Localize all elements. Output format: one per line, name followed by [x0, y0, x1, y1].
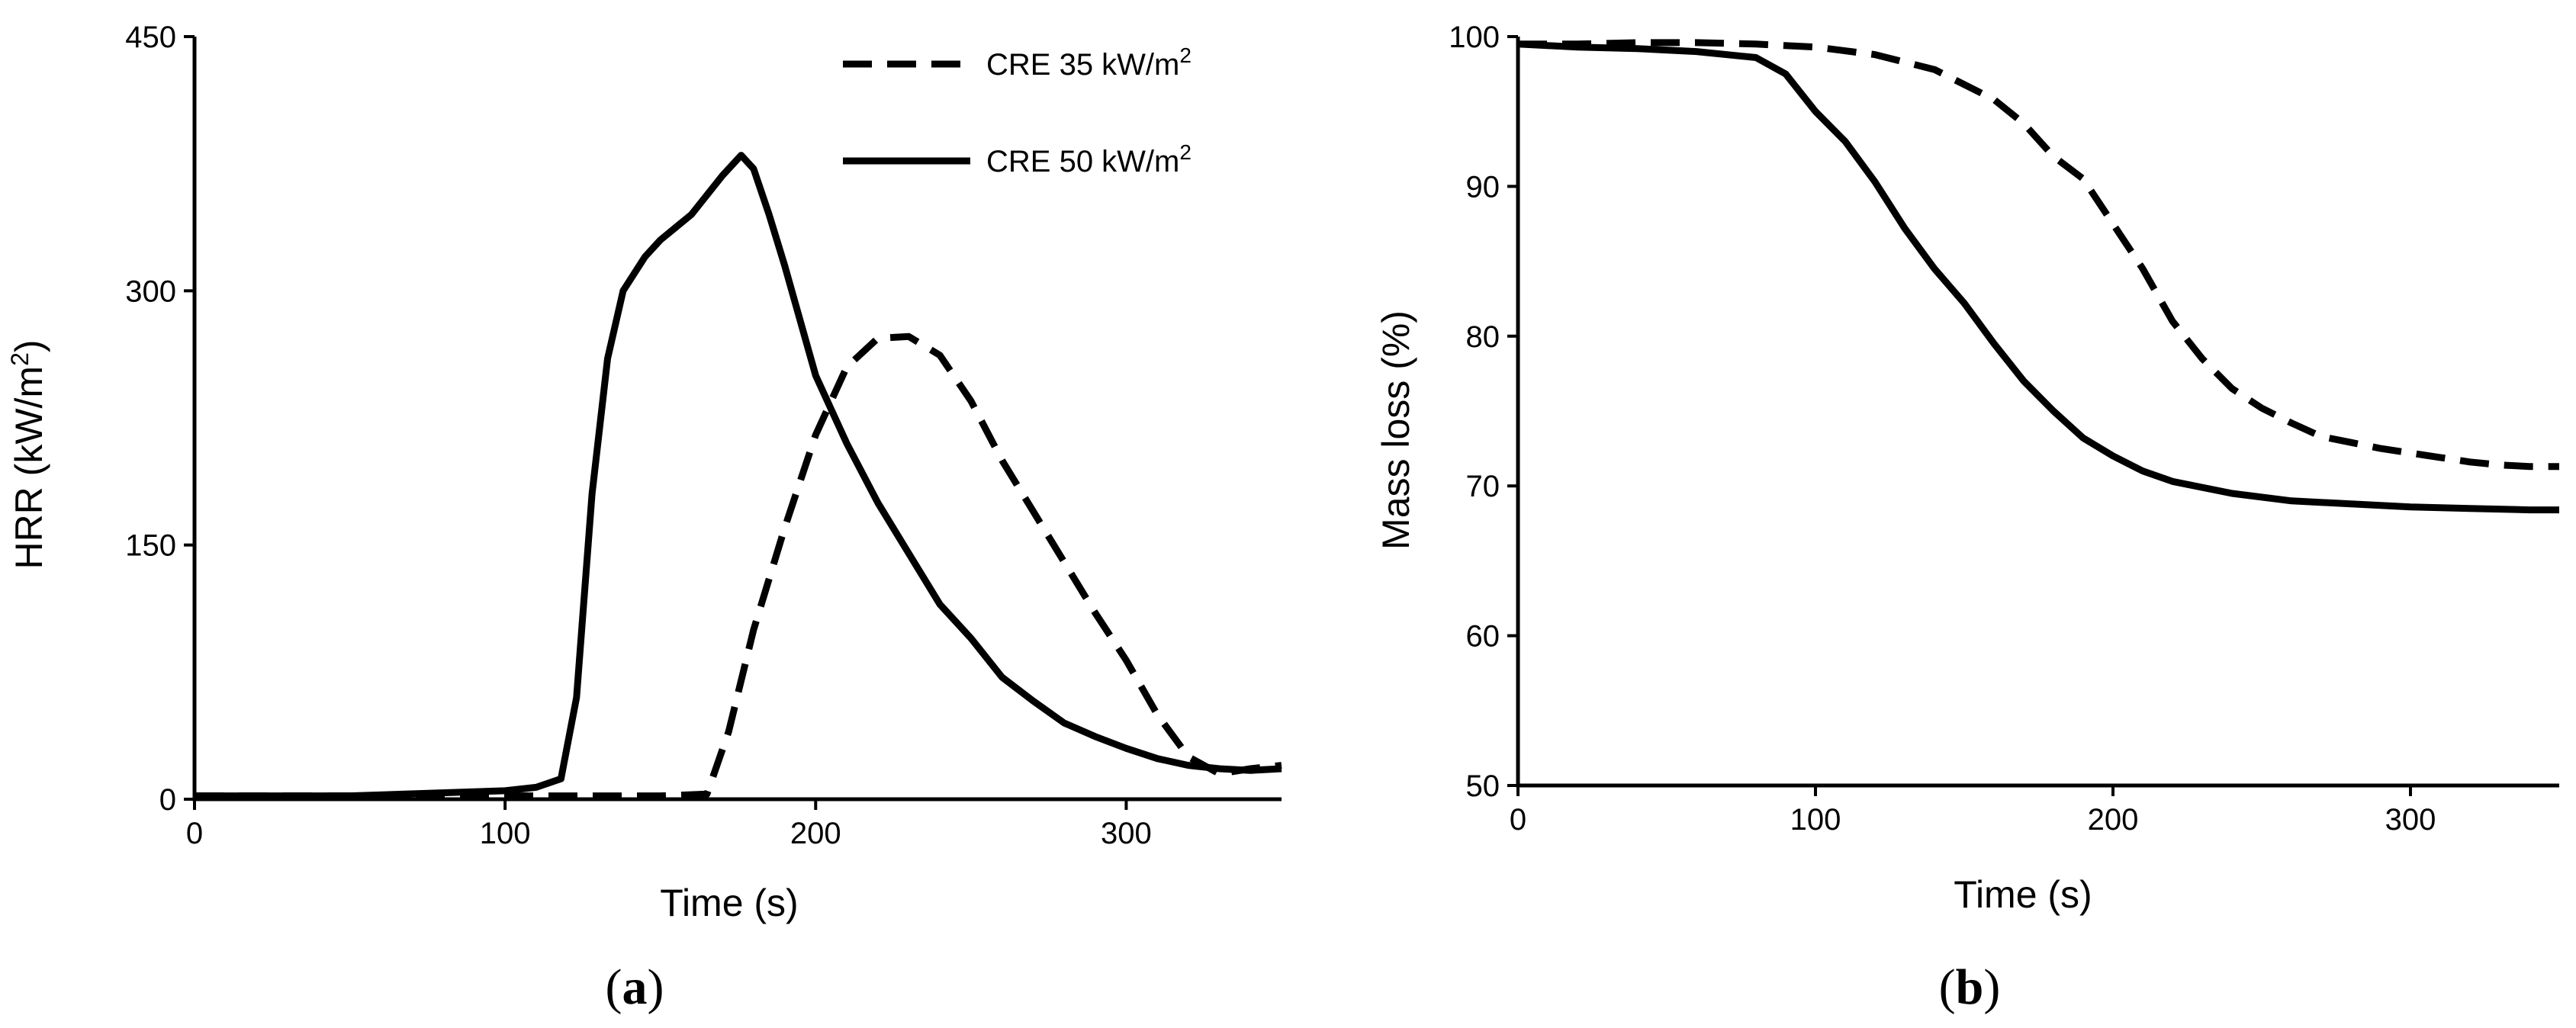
mass-loss-y-tick-label: 50 [1466, 769, 1500, 803]
mass-loss-x-axis-title: Time (s) [1954, 873, 2092, 916]
mass-loss-axis-ticks: 50 60 70 80 90 100 0 100 200 300 [1449, 21, 2436, 837]
hrr-x-tick-label: 300 [1101, 817, 1152, 850]
hrr-series-dashed-line [195, 332, 1282, 800]
mass-loss-series-dashed-line [1518, 39, 2559, 471]
panel-label-a: (a) [606, 959, 664, 1015]
hrr-legend: CRE 35 kW/m2 CRE 50 kW/m2 [843, 43, 1192, 178]
hrr-x-tick-label: 0 [186, 817, 203, 850]
hrr-axes [192, 37, 1282, 802]
mass-loss-x-tick-label: 0 [1510, 803, 1526, 837]
mass-loss-series-solid-line [1517, 40, 2559, 514]
mass-loss-y-tick-label: 80 [1466, 320, 1500, 354]
hrr-x-axis-title: Time (s) [660, 882, 798, 924]
hrr-series-group [195, 152, 1282, 800]
legend-label-cre-50: CRE 50 kW/m2 [986, 140, 1192, 178]
mass-loss-y-axis-title: Mass loss (%) [1375, 310, 1417, 550]
mass-loss-y-tick-label: 90 [1466, 170, 1500, 204]
mass-loss-axes [1516, 37, 2559, 788]
panel-label-b: (b) [1939, 959, 2001, 1015]
mass-loss-x-tick-label: 100 [1790, 803, 1841, 837]
mass-loss-y-tick-label: 60 [1466, 620, 1500, 654]
mass-loss-y-tick-label: 100 [1449, 21, 1500, 54]
hrr-chart-panel: 0 150 300 450 0 100 200 300 HRR (kW/m2) Time (s… [6, 21, 1282, 1015]
mass-loss-series-group [1517, 39, 2559, 514]
mass-loss-x-tick-label: 200 [2088, 803, 2139, 837]
hrr-y-tick-label: 300 [125, 275, 176, 308]
hrr-axis-ticks: 0 150 300 450 0 100 200 300 [125, 21, 1152, 850]
mass-loss-y-tick-label: 70 [1466, 470, 1500, 503]
hrr-y-tick-label: 0 [159, 783, 176, 817]
hrr-series-solid-line [195, 152, 1282, 800]
mass-loss-chart-panel: 50 60 70 80 90 100 0 100 200 300 Mass loss (%) Ti… [1375, 21, 2559, 1015]
hrr-x-tick-label: 100 [480, 817, 531, 850]
mass-loss-x-tick-label: 300 [2385, 803, 2436, 837]
hrr-x-tick-label: 200 [790, 817, 841, 850]
legend-label-cre-35: CRE 35 kW/m2 [986, 43, 1192, 82]
hrr-y-tick-label: 450 [125, 21, 176, 54]
hrr-y-axis-title: HRR (kW/m2) [6, 339, 50, 569]
hrr-y-tick-label: 150 [125, 529, 176, 563]
